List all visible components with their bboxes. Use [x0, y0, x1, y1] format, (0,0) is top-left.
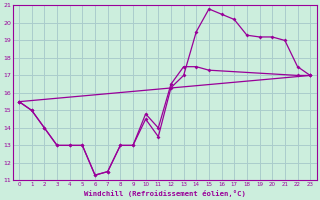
X-axis label: Windchill (Refroidissement éolien,°C): Windchill (Refroidissement éolien,°C): [84, 190, 245, 197]
